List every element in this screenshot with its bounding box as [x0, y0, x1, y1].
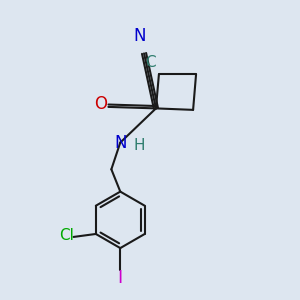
Text: O: O — [94, 95, 107, 113]
Text: N: N — [133, 27, 146, 45]
Text: N: N — [114, 134, 127, 152]
Text: Cl: Cl — [60, 228, 74, 243]
Text: H: H — [134, 138, 145, 153]
Text: C: C — [145, 55, 155, 70]
Text: I: I — [118, 269, 123, 287]
